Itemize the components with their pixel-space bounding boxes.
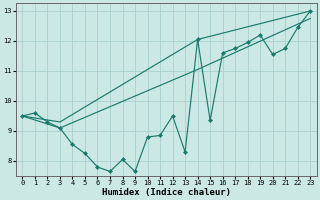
X-axis label: Humidex (Indice chaleur): Humidex (Indice chaleur) xyxy=(102,188,231,197)
